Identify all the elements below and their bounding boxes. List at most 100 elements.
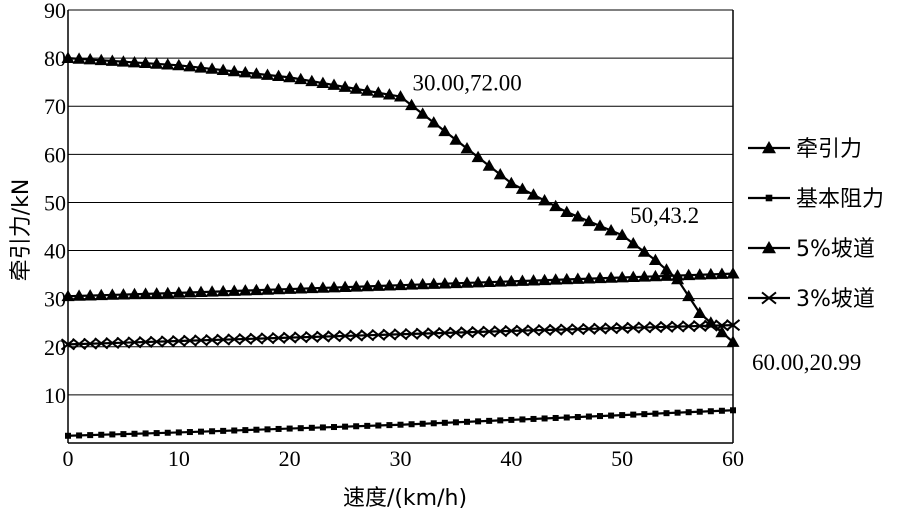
data-point <box>615 270 629 283</box>
data-point <box>696 408 703 415</box>
x-axis-title: 速度/(km/h) <box>343 486 467 511</box>
data-point <box>408 421 415 428</box>
data-point <box>294 282 308 294</box>
data-point <box>327 78 341 90</box>
data-point <box>637 245 651 257</box>
data-point <box>83 337 98 350</box>
data-point <box>205 285 219 297</box>
data-point <box>83 53 97 65</box>
axes <box>67 10 734 444</box>
data-point <box>718 407 725 414</box>
series-traction <box>61 51 740 347</box>
data-point <box>681 320 696 333</box>
data-point <box>183 286 197 298</box>
data-point <box>308 424 315 431</box>
data-point <box>464 418 470 425</box>
data-point <box>537 324 552 337</box>
data-point <box>353 423 360 430</box>
data-point <box>382 279 396 291</box>
data-point <box>139 56 153 69</box>
data-point <box>471 150 485 163</box>
data-point <box>315 330 331 343</box>
data-point <box>608 412 615 419</box>
data-point <box>415 327 430 340</box>
data-point <box>150 57 164 69</box>
data-point <box>338 80 352 92</box>
data-point <box>549 199 563 212</box>
data-point <box>216 284 230 297</box>
data-point <box>305 74 319 87</box>
data-point <box>493 168 507 180</box>
data-point <box>150 287 164 299</box>
data-point <box>648 269 662 282</box>
data-point <box>293 331 308 344</box>
data-point <box>585 413 592 420</box>
legend-marker <box>765 194 773 202</box>
grid <box>68 9 733 396</box>
data-point <box>286 425 293 432</box>
data-point <box>682 268 696 281</box>
data-point <box>337 329 353 342</box>
data-point <box>139 287 153 299</box>
data-point <box>394 90 407 102</box>
data-point <box>448 326 464 339</box>
data-point <box>183 60 197 72</box>
y-tick-label: 10 <box>44 383 66 408</box>
data-point <box>171 335 186 347</box>
data-point <box>626 270 640 282</box>
data-point <box>142 430 149 437</box>
data-point <box>127 336 142 349</box>
data-point <box>652 410 659 417</box>
legend-marker <box>762 241 776 254</box>
y-tick-label: 30 <box>44 287 66 312</box>
x-tick-label: 20 <box>279 446 301 471</box>
data-point <box>592 322 608 335</box>
data-point <box>670 320 685 333</box>
data-point <box>264 426 271 433</box>
data-point <box>515 324 530 337</box>
data-point <box>272 69 286 82</box>
legend-marker <box>762 141 776 154</box>
data-point <box>538 194 552 206</box>
data-point <box>304 330 319 343</box>
x-tick-label: 0 <box>63 446 74 471</box>
data-point <box>460 276 474 288</box>
annotation-label: 30.00,72.00 <box>413 71 522 96</box>
data-point <box>703 319 718 332</box>
data-point <box>193 334 209 347</box>
x-tick-label: 40 <box>500 446 522 471</box>
data-point <box>72 52 86 64</box>
data-point <box>515 182 529 194</box>
data-point <box>482 275 496 287</box>
data-point <box>294 72 308 85</box>
data-point <box>619 412 626 419</box>
data-point <box>198 428 204 435</box>
data-point <box>393 328 408 341</box>
data-point <box>172 58 186 71</box>
data-point <box>648 321 663 334</box>
data-point <box>71 338 87 351</box>
x-tick-label: 30 <box>390 446 412 471</box>
data-point <box>405 278 419 290</box>
legend-label: 5%坡道 <box>796 237 875 262</box>
data-point <box>227 64 241 77</box>
data-point <box>94 288 108 301</box>
data-point <box>419 420 426 427</box>
legend-item-slope-5: 5%坡道 <box>748 237 875 262</box>
data-point <box>663 410 670 417</box>
x-tick-label: 50 <box>611 446 633 471</box>
data-point <box>172 286 186 298</box>
data-point <box>205 62 219 74</box>
data-point <box>692 320 707 332</box>
data-point <box>271 331 286 344</box>
annotations: 30.00,72.00 50,43.2 60.00,20.99 <box>413 71 862 375</box>
data-point <box>597 413 603 420</box>
y-tick-label: 80 <box>44 46 66 71</box>
data-point <box>515 274 529 286</box>
data-point <box>153 430 160 437</box>
data-point <box>604 224 618 236</box>
data-point <box>482 159 496 171</box>
data-point <box>530 415 537 422</box>
data-point <box>164 429 171 436</box>
